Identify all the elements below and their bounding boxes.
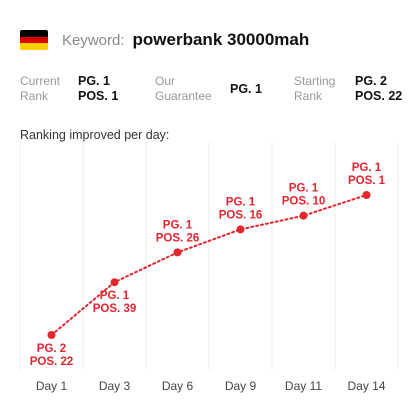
- germany-flag-icon: [20, 30, 48, 50]
- x-tick-label: Day 6: [162, 379, 194, 393]
- chart-series-line: [50, 194, 368, 336]
- x-tick-label: Day 11: [285, 379, 322, 393]
- our-guarantee-label: Our Guarantee: [155, 74, 212, 103]
- data-point: [236, 225, 245, 234]
- data-point: [362, 191, 371, 199]
- point-label-page: PG. 1: [226, 196, 256, 208]
- current-rank-label: Current Rank: [20, 74, 61, 103]
- chart-title: Ranking improved per day:: [20, 128, 170, 142]
- starting-rank-value: PG. 2 POS. 22: [355, 74, 403, 103]
- keyword-header: Keyword: powerbank 30000mah: [20, 24, 309, 56]
- keyword-value: powerbank 30000mah: [132, 30, 310, 49]
- point-label-page: PG. 1: [100, 290, 130, 302]
- our-guarantee-value: PG. 1: [230, 82, 262, 96]
- current-rank-value: PG. 1 POS. 1: [78, 74, 119, 103]
- data-point: [173, 248, 182, 257]
- data-point: [299, 211, 308, 220]
- point-label-page: PG. 1: [163, 219, 193, 231]
- point-label-page: PG. 1: [352, 162, 382, 174]
- chart-grid: [19, 142, 399, 370]
- x-tick-label: Day 9: [225, 379, 257, 393]
- x-tick-label: Day 3: [99, 379, 131, 393]
- flag-stripe-red: [20, 36, 48, 44]
- point-label-position: POS. 39: [93, 303, 136, 315]
- point-label-position: POS. 22: [30, 356, 73, 368]
- point-label-position: POS. 1: [348, 175, 386, 187]
- x-tick-label: Day 1: [36, 379, 68, 393]
- x-tick-label: Day 14: [347, 379, 385, 393]
- keyword-label: Keyword:: [62, 31, 125, 49]
- chart-x-ticks: Day 1 Day 3 Day 6 Day 9 Day 11 Day 14: [36, 379, 386, 393]
- rank-stats: Current Rank PG. 1 POS. 1 Our Guarantee …: [20, 74, 410, 106]
- starting-rank-label: Starting Rank: [294, 74, 336, 103]
- point-label-position: POS. 16: [219, 209, 262, 221]
- data-point: [47, 331, 56, 339]
- point-label-position: POS. 10: [282, 196, 325, 208]
- chart-points: [47, 191, 371, 339]
- series-line: [50, 194, 368, 336]
- data-point: [110, 278, 119, 287]
- flag-stripe-black: [20, 30, 48, 37]
- flag-stripe-gold: [20, 43, 48, 50]
- point-label-position: POS. 26: [156, 232, 199, 244]
- point-label-page: PG. 2: [37, 343, 66, 355]
- point-label-page: PG. 1: [289, 183, 319, 195]
